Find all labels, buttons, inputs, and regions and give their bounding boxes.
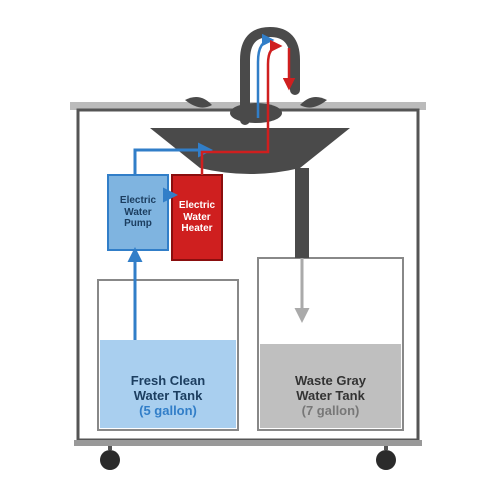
faucet-base [230, 103, 282, 123]
cabinet-base [74, 440, 422, 446]
plumbing-diagram [0, 0, 500, 500]
drain-pipe [295, 168, 309, 258]
wheel-1 [100, 450, 120, 470]
waste-tank-label: Waste GrayWater Tank(7 gallon) [258, 374, 403, 419]
wheel-2 [376, 450, 396, 470]
heater-label: ElectricWaterHeater [172, 200, 222, 235]
pump-label: ElectricWaterPump [108, 195, 168, 230]
fresh-tank-label: Fresh CleanWater Tank(5 gallon) [98, 374, 238, 419]
